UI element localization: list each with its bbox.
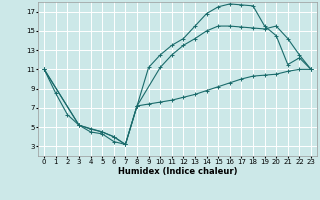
X-axis label: Humidex (Indice chaleur): Humidex (Indice chaleur) xyxy=(118,167,237,176)
